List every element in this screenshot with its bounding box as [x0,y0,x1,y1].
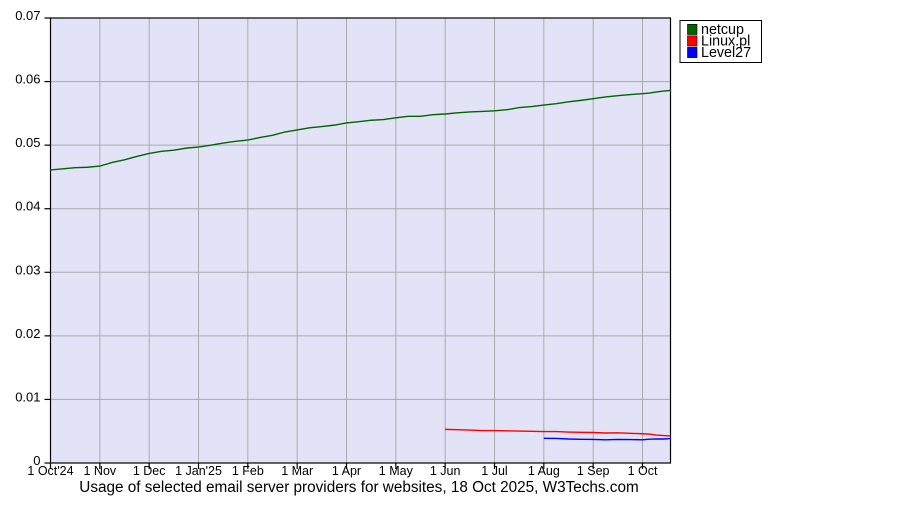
svg-text:1 Feb: 1 Feb [232,464,264,478]
svg-text:Usage of selected email server: Usage of selected email server providers… [79,479,638,496]
svg-text:1 Jan'25: 1 Jan'25 [175,464,222,478]
svg-text:1 Jun: 1 Jun [430,464,461,478]
svg-text:1 Oct'24: 1 Oct'24 [27,464,73,478]
svg-text:0.02: 0.02 [15,326,40,341]
svg-text:1 May: 1 May [379,464,414,478]
svg-text:1 Oct: 1 Oct [628,464,658,478]
svg-text:1 Aug: 1 Aug [528,464,560,478]
svg-text:1 Jul: 1 Jul [481,464,507,478]
svg-text:0.06: 0.06 [15,72,40,87]
svg-text:1 Mar: 1 Mar [281,464,313,478]
svg-text:Level27: Level27 [701,45,751,61]
svg-text:1 Dec: 1 Dec [133,464,166,478]
svg-text:0.04: 0.04 [15,199,40,214]
svg-text:0.07: 0.07 [15,8,40,23]
svg-text:1 Nov: 1 Nov [84,464,117,478]
svg-text:0.01: 0.01 [15,389,40,404]
svg-text:0.05: 0.05 [15,135,40,150]
svg-text:1 Apr: 1 Apr [332,464,361,478]
svg-text:0.03: 0.03 [15,262,40,277]
svg-text:1 Sep: 1 Sep [577,464,610,478]
